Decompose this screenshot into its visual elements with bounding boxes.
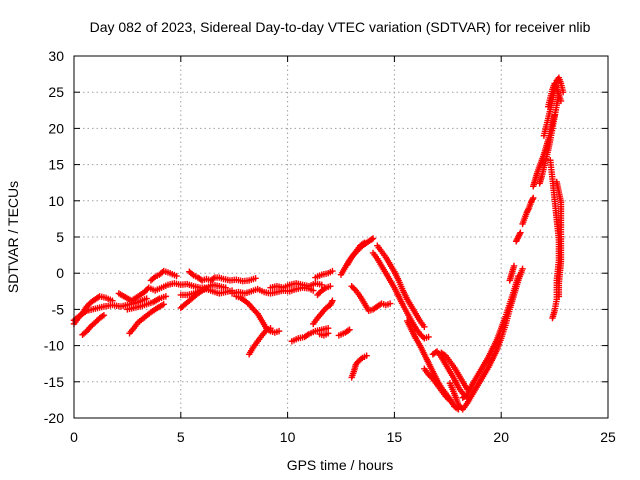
data-point [530,194,537,202]
data-point [363,352,370,359]
x-tick-label: 25 [600,429,616,445]
data-point-interp [359,240,367,247]
data-point-interp [210,275,217,282]
data-points [70,74,567,413]
data-point [515,272,522,280]
y-tick-label: -10 [44,338,64,354]
data-point [329,297,336,304]
y-axis-title: SDTVAR / TECUs [5,181,21,293]
data-point [275,327,283,335]
data-point [369,235,377,242]
data-point [252,275,259,282]
data-point [327,283,334,290]
data-point-interp [432,349,439,356]
data-point-interp [304,331,311,339]
y-tick-label: 20 [48,120,64,136]
data-point [203,284,210,291]
y-tick-label: -15 [44,374,64,390]
data-point [559,89,567,96]
chart-title: Day 082 of 2023, Sidereal Day-to-day VTE… [90,19,591,35]
data-point [346,326,353,333]
data-point [519,265,526,273]
data-point [160,301,167,308]
data-point [549,314,556,322]
data-point [318,281,325,288]
x-tick-label: 0 [70,429,78,445]
data-point [162,293,170,300]
data-point-interp [441,351,448,358]
data-point-interp [188,270,196,278]
data-point [421,323,428,330]
data-point [386,300,394,307]
data-point [510,262,518,270]
data-point [329,267,336,275]
data-point [324,330,332,337]
data-point [425,333,432,341]
y-tick-label: 0 [56,265,64,281]
data-point-interp [321,285,328,292]
grid-lines [74,56,608,418]
x-tick-label: 20 [493,429,509,445]
data-point-interp [368,235,376,243]
data-point-interp [99,312,106,320]
axis-ticks: 0 5 10 15 20 25 -20 -15 -10 -5 0 5 10 15 20 25 30 [44,48,616,445]
data-point [100,311,108,319]
y-tick-label: 15 [48,157,64,173]
data-point [361,239,368,246]
y-tick-label: 25 [48,84,64,100]
data-point [310,287,317,294]
x-tick-label: 15 [387,429,403,445]
y-tick-label: 5 [56,229,64,245]
data-point [267,325,274,332]
x-tick-label: 5 [177,429,185,445]
data-point-interp [357,355,365,363]
y-tick-label: 10 [48,193,64,209]
data-point-interp [82,329,89,336]
data-point [557,97,565,105]
data-point [517,229,524,236]
x-tick-label: 10 [280,429,296,445]
data-point-interp [150,274,157,282]
y-tick-label: -20 [44,410,64,426]
x-axis-title: GPS time / hours [287,457,394,473]
data-point-interp [244,299,251,307]
data-point [143,295,150,302]
y-tick-label: -5 [52,301,65,317]
data-point [446,397,454,404]
data-point [555,293,563,300]
data-point-interp [201,285,209,292]
data-point-interp [344,327,352,334]
data-point [173,272,180,280]
y-tick-label: 30 [48,48,64,64]
